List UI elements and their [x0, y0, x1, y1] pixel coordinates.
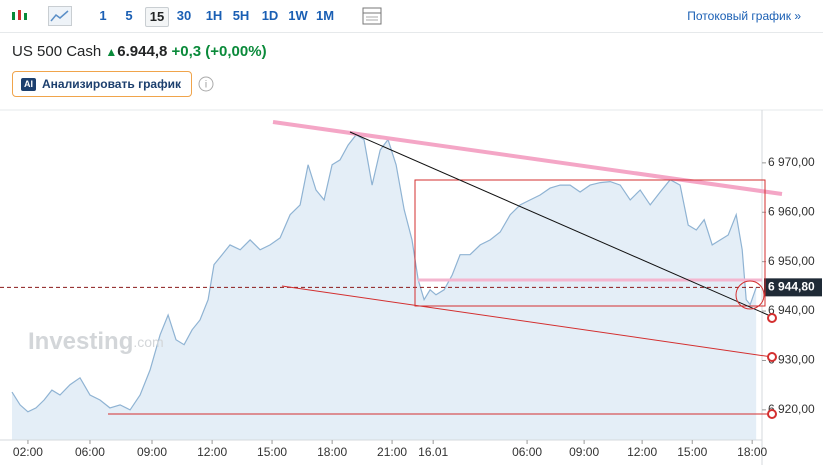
- area-icon[interactable]: [48, 6, 72, 26]
- range-box: [414, 179, 766, 307]
- up-arrow: ▲: [105, 45, 118, 59]
- x-tick-label: 16.01: [418, 445, 448, 459]
- interval-button[interactable]: 1H: [205, 8, 223, 23]
- table-icon[interactable]: [362, 7, 382, 25]
- drawings: [108, 120, 783, 419]
- x-tick-label: 18:00: [737, 445, 767, 459]
- area: [12, 134, 757, 440]
- y-tick-label: 6 960,00: [768, 204, 815, 218]
- interval-button[interactable]: 15: [145, 7, 169, 27]
- interval-button[interactable]: 5H: [232, 8, 250, 23]
- highlight-circle: [735, 280, 765, 310]
- x-tick-label: 21:00: [377, 445, 407, 459]
- x-tick-label: 12:00: [627, 445, 657, 459]
- interval-button[interactable]: 1M: [315, 8, 335, 23]
- change-pct: (+0,00%): [205, 43, 267, 60]
- trend-line: [272, 120, 783, 196]
- y-tick-label: 6 920,00: [768, 402, 815, 416]
- plot: 6 920,00 6 930,00 6 940,00 6 950,00 6 960,00…: [0, 110, 822, 465]
- x-tick-label: 06:00: [512, 445, 542, 459]
- anchor: [767, 313, 777, 323]
- svg-text:i: i: [205, 80, 207, 91]
- anchor: [767, 352, 777, 362]
- anchor: [767, 409, 777, 419]
- interval-button[interactable]: 1W: [288, 8, 308, 23]
- y-tick-label: 6 930,00: [768, 353, 815, 367]
- x-tick-label: 06:00: [75, 445, 105, 459]
- x-tick-label: 18:00: [317, 445, 347, 459]
- ai-button[interactable]: AI Анализировать график: [12, 71, 192, 97]
- interval-button[interactable]: 1D: [261, 8, 279, 23]
- interval-button[interactable]: 1: [99, 8, 107, 23]
- y-tick-label: 6 950,00: [768, 254, 815, 268]
- ai-label: Анализировать график: [42, 77, 181, 91]
- interval-button[interactable]: 5: [125, 8, 133, 23]
- quote-header: US 500 Cash ▲6.944,8 +0,3 (+0,00%): [12, 43, 267, 60]
- x-tick-label: 02:00: [13, 445, 43, 459]
- instrument: US 500 Cash: [12, 43, 102, 60]
- y-tick-label: 6 940,00: [768, 303, 815, 317]
- candles-icon[interactable]: [10, 8, 30, 24]
- change: +0,3: [171, 43, 202, 60]
- x-tick-label: 09:00: [137, 445, 167, 459]
- y-tick-label: 6 970,00: [768, 155, 815, 169]
- ai-badge: AI: [21, 78, 36, 91]
- trend-line: [349, 131, 776, 319]
- watermark-brand: Investing: [28, 328, 133, 355]
- x-tick-label: 15:00: [257, 445, 287, 459]
- x-tick-label: 12:00: [197, 445, 227, 459]
- trend-line: [281, 285, 773, 358]
- info-icon[interactable]: i: [198, 76, 214, 92]
- watermark: Investing.com: [28, 328, 164, 355]
- interval-button[interactable]: 30: [176, 8, 192, 23]
- price: 6.944,8: [117, 43, 168, 60]
- stream-link[interactable]: Потоковый график »: [687, 9, 801, 23]
- last-price-label: 6 944,80: [768, 280, 815, 294]
- watermark-suffix: .com: [133, 334, 163, 350]
- x-tick-label: 09:00: [569, 445, 599, 459]
- x-tick-label: 15:00: [677, 445, 707, 459]
- toolbar: 1 5 15 30 1H 5H 1D 1W 1M Потоковый график »: [0, 0, 823, 33]
- last-price-box: [764, 278, 822, 297]
